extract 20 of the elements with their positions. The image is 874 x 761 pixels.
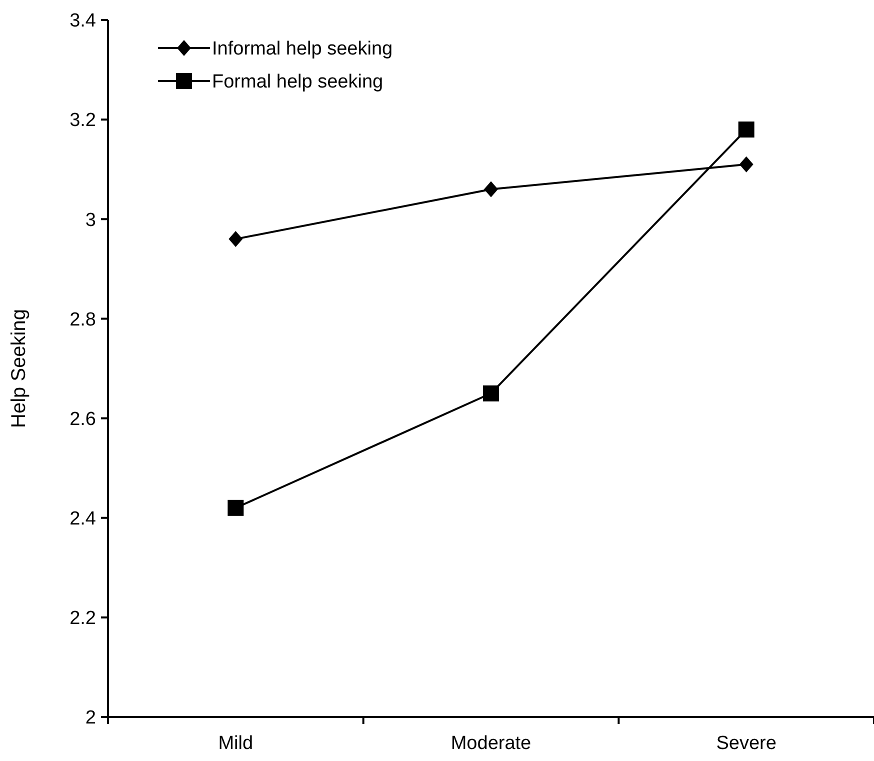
point (739, 156, 754, 172)
y-tick-label: 2.6 (70, 408, 96, 430)
x-tick-label: Moderate (450, 733, 532, 754)
y-axis-title: Help Seeking (8, 309, 30, 428)
point (228, 500, 244, 516)
legend-label: Informal help seeking (212, 38, 393, 60)
point (484, 181, 498, 198)
y-tick-label: 3.2 (70, 110, 96, 132)
y-tick-label: 3 (85, 210, 96, 231)
y-tick-label: 2.2 (70, 608, 96, 630)
y-tick-label: 2 (85, 708, 96, 729)
legend-label: Formal help seeking (212, 72, 384, 93)
y-tick-label: 3.4 (70, 10, 96, 32)
point (483, 385, 499, 402)
point (738, 122, 754, 138)
point (228, 231, 243, 248)
y-tick-label: 2.4 (70, 508, 96, 530)
x-tick-label: Mild (218, 733, 254, 754)
x-tick-label: Severe (716, 733, 776, 754)
y-tick-label: 2.8 (70, 309, 96, 330)
